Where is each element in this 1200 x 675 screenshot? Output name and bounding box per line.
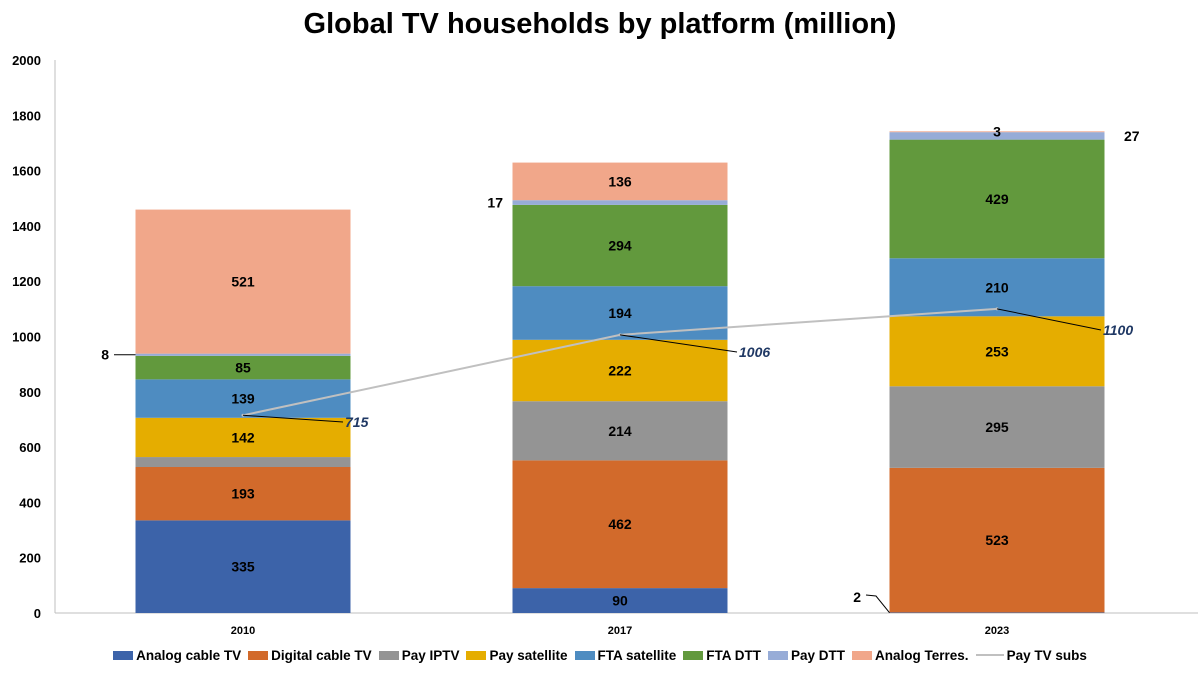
y-tick-label: 1200 <box>12 274 41 289</box>
legend-label: Digital cable TV <box>271 647 372 663</box>
bar-pay-iptv-2010 <box>135 457 351 468</box>
data-label: 8 <box>101 347 109 363</box>
data-label: 523 <box>985 532 1009 548</box>
y-tick-label: 200 <box>19 551 41 566</box>
legend-label: Pay satellite <box>489 647 568 663</box>
y-tick-label: 1800 <box>12 108 41 123</box>
legend-swatch <box>852 650 873 660</box>
legend-item-fta-satellite: FTA satellite <box>574 647 677 663</box>
legend-item-pay-satellite: Pay satellite <box>466 647 568 663</box>
bar-fta-dtt-2010 <box>135 355 351 380</box>
y-tick-label: 400 <box>19 495 41 510</box>
legend-item-pay-dtt: Pay DTT <box>768 648 845 663</box>
chart-bars <box>135 131 1105 613</box>
bar-pay-satellite-2023 <box>889 316 1105 387</box>
legend-swatch <box>683 650 704 660</box>
bar-digital-cable-tv-2010 <box>135 467 351 521</box>
legend-swatch <box>466 650 487 660</box>
data-label: 294 <box>608 238 632 254</box>
bar-analog-cable-tv-2023 <box>889 612 1105 613</box>
legend-swatch <box>378 650 399 660</box>
bar-pay-satellite-2010 <box>135 417 351 458</box>
leader-line <box>865 594 890 614</box>
legend-item-fta-dtt: FTA DTT <box>683 648 761 663</box>
y-tick-label: 600 <box>19 440 41 455</box>
legend-label: Analog Terres. <box>875 647 969 663</box>
data-label: 521 <box>231 274 255 290</box>
x-tick-label: 2010 <box>231 625 255 637</box>
bar-pay-dtt-2017 <box>512 200 728 205</box>
data-label: 136 <box>608 173 632 189</box>
line-label-leader <box>996 308 1102 331</box>
data-label: 139 <box>231 391 255 407</box>
y-tick-label: 1400 <box>12 219 41 234</box>
data-label: 17 <box>487 195 503 211</box>
legend-swatch <box>768 650 789 660</box>
bar-digital-cable-tv-2023 <box>889 467 1105 613</box>
bar-analog-cable-tv-2017 <box>512 588 728 613</box>
y-tick-label: 800 <box>19 385 41 400</box>
legend-label: Pay TV subs <box>1006 647 1087 663</box>
data-label: 214 <box>608 423 632 439</box>
bar-pay-iptv-2023 <box>889 386 1105 468</box>
legend-swatch <box>113 650 134 660</box>
data-label: 2 <box>853 589 861 605</box>
chart-title: Global TV households by platform (millio… <box>303 8 897 40</box>
data-label: 335 <box>231 559 255 575</box>
bar-fta-dtt-2017 <box>512 204 728 287</box>
legend-label: Pay DTT <box>791 647 846 663</box>
legend-item-digital-cable-tv: Digital cable TV <box>248 648 372 663</box>
data-label: 429 <box>985 191 1009 207</box>
bar-fta-satellite-2023 <box>889 258 1105 317</box>
data-label: 210 <box>985 279 1009 295</box>
legend-label: FTA DTT <box>706 647 762 663</box>
line-data-label: 1100 <box>1103 322 1133 338</box>
data-label: 194 <box>608 305 632 321</box>
data-label: 295 <box>985 419 1009 435</box>
data-label: 90 <box>612 593 628 609</box>
legend-line-swatch <box>975 654 1004 656</box>
bar-analog-cable-tv-2010 <box>135 520 351 613</box>
legend-label: Pay IPTV <box>401 647 460 663</box>
bar-pay-dtt-2010 <box>135 353 351 356</box>
y-tick-label: 0 <box>34 606 41 621</box>
line-label-leader <box>619 334 738 353</box>
bar-analog-terres-2017 <box>512 162 728 201</box>
legend-item-pay-iptv: Pay IPTV <box>378 647 460 663</box>
legend-swatch <box>574 650 595 660</box>
bar-fta-satellite-2010 <box>135 379 351 418</box>
bar-pay-dtt-2023 <box>889 132 1105 140</box>
data-label: 85 <box>235 360 251 376</box>
line-label-leader <box>242 414 344 423</box>
bar-digital-cable-tv-2017 <box>512 460 728 589</box>
bar-analog-terres-2023 <box>889 131 1105 133</box>
line-data-label: 715 <box>345 414 369 430</box>
y-tick-label: 2000 <box>12 53 41 68</box>
data-label: 462 <box>608 516 632 532</box>
bar-pay-iptv-2017 <box>512 401 728 461</box>
y-tick-label: 1600 <box>12 164 41 179</box>
legend-item-analog-cable-tv: Analog cable TV <box>113 648 241 663</box>
legend-swatch <box>248 650 269 660</box>
data-label: 142 <box>231 429 255 445</box>
line-data-label: 1006 <box>739 344 770 360</box>
bar-analog-terres-2010 <box>135 209 351 354</box>
data-label: 193 <box>231 486 255 502</box>
data-label: 27 <box>1124 128 1140 144</box>
legend-item-analog-terres: Analog Terres. <box>852 648 969 663</box>
x-tick-label: 2023 <box>985 625 1009 637</box>
data-label: 3 <box>993 123 1001 139</box>
chart-legend: Analog cable TV Digital cable TV Pay IPTV P… <box>0 644 1200 666</box>
bar-fta-dtt-2023 <box>889 139 1105 259</box>
legend-label: Analog cable TV <box>136 647 242 663</box>
legend-item-pay-tv-subs: Pay TV subs <box>975 647 1087 663</box>
data-label: 253 <box>985 343 1009 359</box>
data-label: 222 <box>608 363 632 379</box>
x-tick-label: 2017 <box>608 625 632 637</box>
y-tick-label: 1000 <box>12 330 41 345</box>
legend-label: FTA satellite <box>597 647 677 663</box>
